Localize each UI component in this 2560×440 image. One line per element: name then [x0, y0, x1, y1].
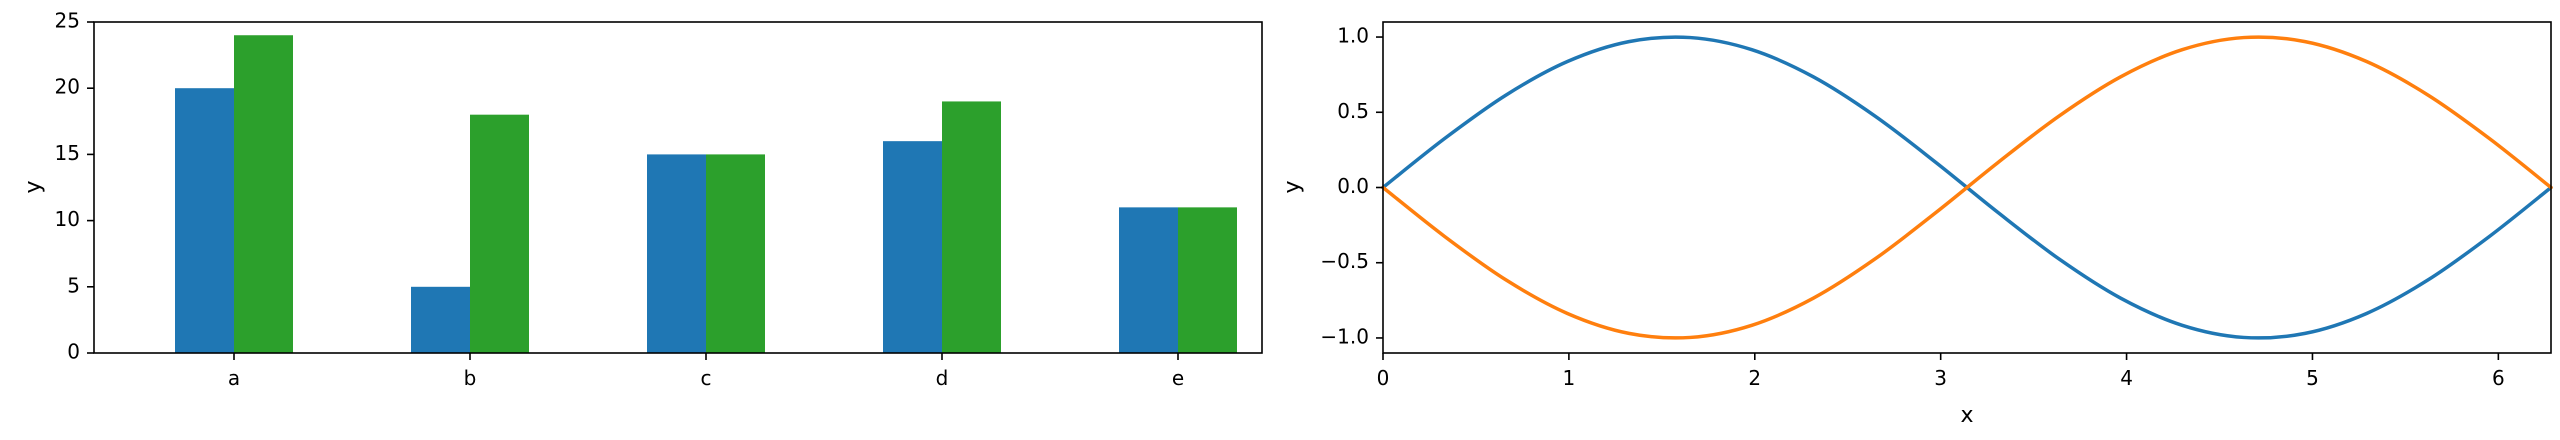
x-tick-label: 1 [1563, 366, 1576, 390]
line-chart-ticks: 0 1 2 3 4 5 6 −1.0 −0.5 0.0 0.5 1.0 [1320, 24, 2504, 390]
x-tick-label: c [701, 366, 712, 390]
y-tick-label: 0.5 [1337, 99, 1369, 123]
x-tick-label: 3 [1934, 366, 1947, 390]
line-series-2 [1381, 35, 2553, 340]
bar-chart-frame [93, 21, 1263, 354]
y-tick-label: 20 [55, 75, 80, 99]
x-tick-label: b [464, 366, 477, 390]
line-chart-curves [1381, 35, 2553, 340]
bar-c-series-1 [647, 154, 706, 353]
x-tick-label: 0 [1377, 366, 1390, 390]
x-tick-label: e [1172, 366, 1184, 390]
line-chart-xlabel: x [1960, 403, 1973, 428]
bar-chart-bars [175, 35, 1237, 354]
bar-a-series-2 [234, 35, 293, 354]
y-tick-label: 25 [55, 9, 80, 33]
bar-e-series-2 [1178, 207, 1237, 353]
x-tick-label: d [936, 366, 949, 390]
bar-chart-ylabel: y [21, 180, 46, 193]
line-chart: 0 1 2 3 4 5 6 −1.0 −0.5 0.0 0.5 1.0 y x [1280, 21, 2553, 428]
x-tick-label: 5 [2306, 366, 2319, 390]
bar-b-series-2 [470, 114, 529, 354]
bar-b-series-1 [411, 286, 470, 353]
line-chart-ylabel: y [1280, 180, 1305, 193]
bar-d-series-2 [942, 101, 1001, 353]
bar-c-series-2 [706, 154, 765, 353]
y-tick-label: 15 [55, 141, 80, 165]
bar-e-series-1 [1119, 207, 1178, 353]
x-tick-label: 6 [2492, 366, 2505, 390]
x-tick-label: 4 [2120, 366, 2133, 390]
bar-a-series-1 [175, 88, 234, 353]
x-tick-label: 2 [1748, 366, 1761, 390]
bar-d-series-1 [883, 141, 942, 353]
x-tick-label: a [228, 366, 240, 390]
y-tick-label: 0 [67, 340, 80, 364]
y-tick-label: −0.5 [1320, 249, 1369, 273]
bar-chart: a b c d e 0 5 10 15 20 25 y [21, 9, 1263, 391]
y-tick-label: −1.0 [1320, 324, 1369, 348]
bar-chart-ticks: a b c d e 0 5 10 15 20 25 [55, 9, 1185, 391]
y-tick-label: 5 [67, 273, 80, 297]
y-tick-label: 10 [55, 207, 80, 231]
y-tick-label: 1.0 [1337, 24, 1369, 48]
y-tick-label: 0.0 [1337, 174, 1369, 198]
